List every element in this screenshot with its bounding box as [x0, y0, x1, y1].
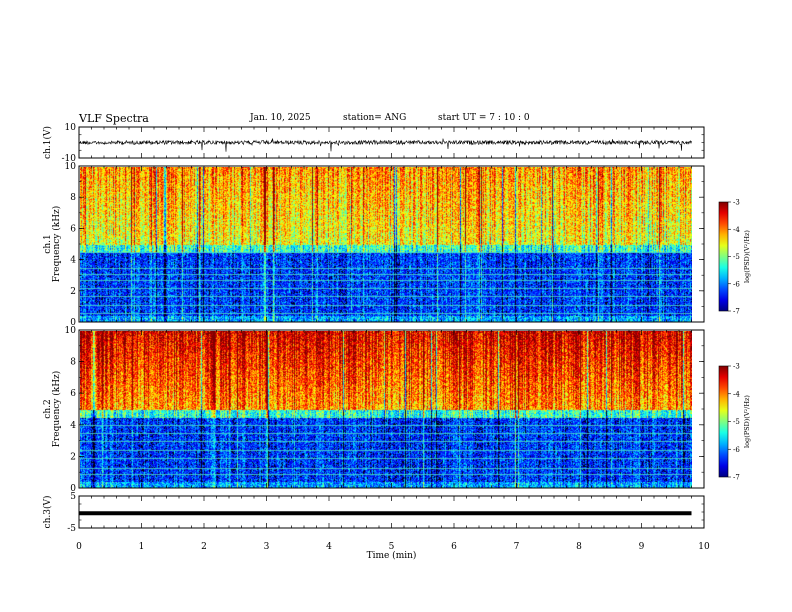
ch3-wave-ytick-label: -5: [67, 524, 76, 534]
ch1-spectrogram-container: [80, 167, 692, 322]
ch1-wave-ylabel: ch.1(V): [42, 126, 53, 159]
x-tick-label: 1: [139, 542, 145, 552]
spectrogram-ch1-ylabel-group: ch.1: [43, 234, 53, 253]
spectrogram-ch2-ytick-label: 2: [70, 452, 76, 462]
station-label: station= ANG: [343, 113, 407, 123]
x-tick-label: 9: [639, 542, 645, 552]
ch1-wave-ytick-label: -10: [62, 154, 77, 164]
spectrogram-ch2-colorbar-label: log(PSD)(V²/Hz): [743, 395, 751, 448]
spectrogram-ch1-colorbar-tick-label: -4: [733, 226, 740, 234]
spectrogram-ch2-ylabel: Frequency (kHz): [51, 371, 62, 448]
spectrogram-ch1-colorbar: [718, 201, 729, 312]
x-tick-label: 0: [76, 542, 82, 552]
spectrogram-ch1-ytick-label: 8: [70, 193, 76, 203]
date-label: Jan. 10, 2025: [250, 113, 311, 123]
spectrogram-ch1-colorbar-tick-label: -5: [733, 253, 740, 261]
ch3-wave-ytick-label: 5: [70, 492, 76, 502]
spectrogram-ch2-ylabel-group: ch.2: [43, 399, 53, 418]
spectrogram-ch2-colorbar-tick-label: -7: [733, 474, 740, 482]
spectrogram-ch1-colorbar-tick-label: -6: [733, 280, 740, 288]
spectrogram-ch1-colorbar-label-group: log(PSD)(V²/Hz): [743, 230, 751, 283]
ch2-spectrogram-container: [80, 331, 692, 488]
x-tick-label: 3: [264, 542, 270, 552]
x-tick-label: 7: [514, 542, 520, 552]
spectrogram-ch2-ylabel-group: Frequency (kHz): [51, 371, 62, 448]
x-tick-label: 4: [326, 542, 332, 552]
spectrogram-ch1-ytick-label: 2: [70, 287, 76, 297]
x-tick-label: 2: [201, 542, 207, 552]
spectrogram-ch2-colorbar-tick-label: -5: [733, 418, 740, 426]
spectrogram-ch1-colorbar-tick-label: -3: [733, 199, 740, 207]
spectrogram-ch2-ylabel: ch.2: [43, 399, 53, 418]
spectrogram-ch2-ytick-label: 6: [70, 389, 76, 399]
spectrogram-ch2-colorbar-tick-label: -3: [733, 363, 740, 371]
spectrogram-ch1-colorbar-label: log(PSD)(V²/Hz): [743, 230, 751, 283]
figure-title: VLF Spectra: [79, 112, 149, 125]
spectrogram-ch2-colorbar: [718, 365, 729, 478]
spectrogram-ch1-ytick-label: 10: [65, 162, 77, 172]
ch3-wave-ylabel: ch.3(V): [42, 496, 53, 529]
x-tick-label: 5: [389, 542, 395, 552]
spectrogram-ch1-ylabel: ch.1: [43, 234, 53, 253]
ch1-spectrogram: [80, 167, 692, 322]
spectrogram-ch1-ylabel: Frequency (kHz): [51, 206, 62, 283]
spectrogram-ch2-ytick-label: 10: [65, 326, 77, 336]
x-tick-label: 8: [576, 542, 582, 552]
ch1-wave-ylabel-group: ch.1(V): [42, 126, 53, 159]
spectrogram-ch1-ytick-label: 0: [70, 318, 76, 328]
spectrogram-ch1-ylabel-group: Frequency (kHz): [51, 206, 62, 283]
spectrogram-ch2-colorbar-label-group: log(PSD)(V²/Hz): [743, 395, 751, 448]
spectrogram-ch2-colorbar-tick-label: -4: [733, 390, 740, 398]
ch1-wave-ytick-label: 10: [65, 123, 77, 133]
x-axis-label: Time (min): [367, 550, 417, 561]
ch3-wave-ylabel-group: ch.3(V): [42, 496, 53, 529]
spectrogram-ch1-ytick-label: 4: [70, 256, 76, 266]
ch1-waveform-trace: [78, 138, 692, 152]
spectrogram-ch1-colorbar-tick-label: -7: [733, 308, 740, 316]
ch2-spectrogram: [80, 331, 692, 488]
x-tick-label: 6: [451, 542, 457, 552]
start-time-label: start UT = 7 : 10 : 0: [438, 113, 530, 123]
spectrogram-ch2-colorbar-tick-label: -6: [733, 446, 740, 454]
spectrogram-ch2-ytick-label: 8: [70, 358, 76, 368]
spectrogram-ch2-ytick-label: 0: [70, 484, 76, 494]
spectrogram-ch2-ytick-label: 4: [70, 421, 76, 431]
spectrogram-ch1-ytick-label: 6: [70, 224, 76, 234]
x-tick-label: 10: [698, 542, 710, 552]
